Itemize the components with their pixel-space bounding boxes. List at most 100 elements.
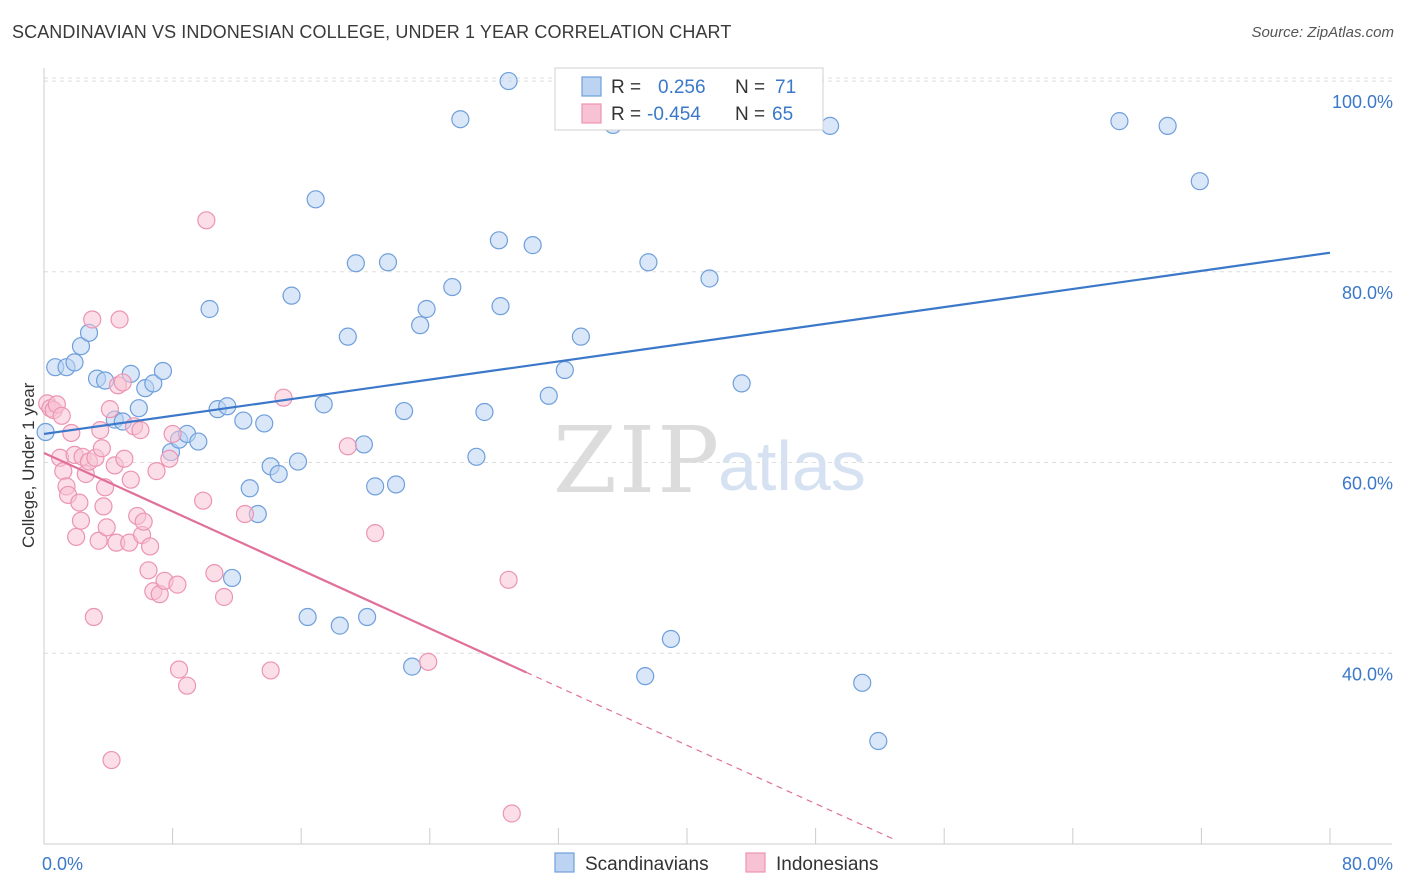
point-scandinavians <box>65 353 84 372</box>
legend-r-value-2: -0.454 <box>647 104 701 125</box>
grid-lines <box>44 77 1392 654</box>
point-scandinavians <box>1110 112 1129 131</box>
point-indonesians <box>115 449 134 468</box>
y-tick-label: 100.0% <box>1332 92 1393 112</box>
point-indonesians <box>100 400 120 419</box>
point-indonesians <box>261 661 280 680</box>
legend-swatch-indonesians <box>745 852 766 873</box>
point-indonesians <box>235 504 255 524</box>
point-scandinavians <box>467 447 486 466</box>
point-scandinavians <box>288 452 308 471</box>
point-scandinavians <box>555 360 574 380</box>
point-indonesians <box>163 424 182 444</box>
point-scandinavians <box>491 297 510 316</box>
source-label: Source: ZipAtlas.com <box>1251 24 1394 41</box>
point-indonesians <box>102 750 121 770</box>
point-indonesians <box>194 491 213 510</box>
point-indonesians <box>205 564 224 583</box>
y-axis-label: College, Under 1 year <box>19 382 38 548</box>
point-scandinavians <box>386 475 406 494</box>
point-scandinavians <box>354 435 373 454</box>
correlation-legend: R = 0.256 N = 71 R = -0.454 N = 65 <box>554 67 824 131</box>
point-scandinavians <box>661 629 681 649</box>
legend-n-label-2: N = <box>735 104 765 125</box>
legend-n-value-2: 65 <box>772 104 793 125</box>
point-indonesians <box>139 561 158 580</box>
point-indonesians <box>160 449 179 468</box>
tick-labels: 40.0% 60.0% 80.0% 100.0% 0.0% 80.0% <box>42 92 1393 874</box>
point-scandinavians <box>234 411 253 430</box>
watermark-zip: ZIP <box>553 407 721 514</box>
point-indonesians <box>147 462 166 481</box>
point-indonesians <box>134 512 153 531</box>
point-scandinavians <box>378 253 398 272</box>
point-scandinavians <box>189 432 208 451</box>
point-indonesians <box>92 439 111 458</box>
point-indonesians <box>169 660 189 679</box>
point-scandinavians <box>269 464 288 484</box>
legend-swatch-scandinavians <box>554 852 575 873</box>
point-scandinavians <box>853 673 872 692</box>
point-indonesians <box>419 652 438 671</box>
point-scandinavians <box>129 399 148 418</box>
trendline-scandinavians <box>43 251 1331 436</box>
legend-label-scandinavians: Scandinavians <box>585 854 709 875</box>
point-scandinavians <box>314 395 333 414</box>
point-indonesians <box>67 527 86 547</box>
point-indonesians <box>70 493 89 512</box>
x-tick-label-max: 80.0% <box>1342 854 1393 874</box>
point-scandinavians <box>1190 172 1209 191</box>
trendline-extension-indonesians <box>526 671 897 841</box>
point-scandinavians <box>71 337 91 356</box>
point-indonesians <box>177 676 197 695</box>
point-scandinavians <box>358 607 377 627</box>
point-scandinavians <box>282 286 301 305</box>
point-indonesians <box>214 587 234 607</box>
point-indonesians <box>71 511 91 530</box>
point-scandinavians <box>1158 116 1177 135</box>
point-scandinavians <box>403 657 422 676</box>
point-indonesians <box>83 310 102 329</box>
y-tick-label: 40.0% <box>1342 664 1393 684</box>
point-indonesians <box>110 310 129 329</box>
point-scandinavians <box>338 327 357 346</box>
legend-swatch-pink <box>581 103 602 124</box>
point-scandinavians <box>636 667 655 686</box>
point-indonesians <box>197 211 216 230</box>
point-scandinavians <box>639 253 658 272</box>
y-tick-label: 80.0% <box>1342 283 1393 303</box>
point-scandinavians <box>523 236 542 255</box>
point-indonesians <box>89 531 108 550</box>
legend-r-label-1: R = <box>611 77 641 98</box>
point-scandinavians <box>443 277 462 297</box>
point-scandinavians <box>539 386 558 405</box>
point-indonesians <box>52 406 71 425</box>
legend-n-value-1: 71 <box>775 77 796 98</box>
watermark-atlas: atlas <box>718 427 866 505</box>
legend-n-label-1: N = <box>735 77 765 98</box>
legend-label-indonesians: Indonesians <box>776 854 878 875</box>
series-legend: Scandinavians Indonesians <box>554 852 878 875</box>
point-scandinavians <box>144 374 163 393</box>
watermark: ZIP atlas <box>553 407 866 514</box>
point-scandinavians <box>153 361 173 381</box>
point-indonesians <box>121 470 140 489</box>
x-tick-label-min: 0.0% <box>42 854 83 874</box>
point-scandinavians <box>346 254 365 273</box>
point-indonesians <box>502 804 521 823</box>
point-indonesians <box>366 524 385 543</box>
point-scandinavians <box>571 327 591 346</box>
point-scandinavians <box>222 568 242 588</box>
chart-title: SCANDINAVIAN VS INDONESIAN COLLEGE, UNDE… <box>12 22 732 42</box>
point-scandinavians <box>200 299 219 319</box>
point-scandinavians <box>499 71 518 91</box>
point-indonesians <box>97 518 116 537</box>
y-tick-label: 60.0% <box>1342 474 1393 494</box>
point-scandinavians <box>700 269 719 288</box>
point-indonesians <box>499 570 518 589</box>
axes <box>43 68 1392 845</box>
point-indonesians <box>113 373 132 392</box>
point-indonesians <box>140 537 160 556</box>
legend-r-label-2: R = <box>611 104 641 125</box>
